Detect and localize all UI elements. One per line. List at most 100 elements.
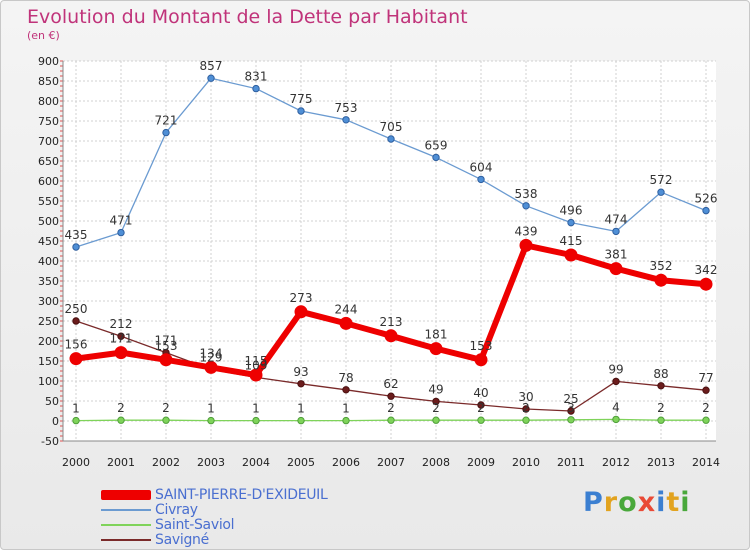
chart-title: Evolution du Montant de la Dette par Hab… bbox=[27, 6, 468, 28]
data-label-saint-pierre-d-exideuil: 213 bbox=[380, 315, 403, 329]
data-label-saint-pierre-d-exideuil: 273 bbox=[290, 291, 313, 305]
data-point-civray bbox=[702, 206, 710, 215]
data-point-savigne bbox=[387, 392, 395, 400]
data-label-saint-saviol: 2 bbox=[387, 401, 395, 415]
y-tick-label: 250 bbox=[38, 315, 59, 328]
data-label-saint-pierre-d-exideuil: 244 bbox=[335, 302, 358, 316]
x-tick-label: 2003 bbox=[197, 456, 225, 469]
plot-background bbox=[63, 61, 716, 441]
data-point-saint-pierre-d-exideuil bbox=[294, 305, 308, 319]
data-point-savigne bbox=[567, 407, 575, 415]
legend-item-civray: Civray bbox=[101, 501, 328, 518]
x-tick-label: 2011 bbox=[557, 456, 585, 469]
data-label-saint-pierre-d-exideuil: 415 bbox=[560, 234, 583, 248]
data-point-civray bbox=[117, 228, 125, 237]
logo-letter: i bbox=[680, 487, 691, 518]
x-tick-label: 2001 bbox=[107, 456, 135, 469]
data-point-saint-pierre-d-exideuil bbox=[114, 346, 128, 360]
data-point-saint-saviol bbox=[702, 416, 710, 424]
data-label-saint-saviol: 1 bbox=[342, 402, 350, 416]
data-point-saint-saviol bbox=[252, 416, 260, 425]
logo-letter: o bbox=[618, 487, 638, 518]
x-tick-label: 2012 bbox=[602, 456, 630, 469]
legend-swatch bbox=[101, 538, 151, 541]
data-point-savigne bbox=[477, 401, 485, 409]
data-label-savigne: 250 bbox=[65, 302, 88, 316]
data-point-savigne bbox=[657, 382, 665, 390]
data-label-saint-saviol: 2 bbox=[657, 401, 665, 415]
data-point-civray bbox=[612, 227, 620, 236]
legend-label: Savigné bbox=[155, 531, 209, 548]
data-point-savigne bbox=[117, 332, 125, 340]
y-tick-label: 400 bbox=[38, 255, 59, 268]
data-label-savigne: 78 bbox=[338, 371, 353, 385]
data-label-saint-pierre-d-exideuil: 171 bbox=[110, 332, 133, 346]
data-label-saint-saviol: 2 bbox=[117, 401, 125, 415]
data-label-savigne: 25 bbox=[563, 392, 578, 406]
data-label-civray: 471 bbox=[110, 214, 133, 228]
data-point-savigne bbox=[612, 377, 620, 386]
data-label-saint-saviol: 2 bbox=[162, 401, 170, 415]
data-point-savigne bbox=[342, 386, 350, 394]
data-label-savigne: 49 bbox=[428, 382, 443, 396]
y-tick-label: 450 bbox=[38, 235, 59, 248]
data-label-saint-pierre-d-exideuil: 134 bbox=[200, 346, 223, 360]
data-label-civray: 604 bbox=[470, 160, 493, 174]
data-label-saint-pierre-d-exideuil: 342 bbox=[695, 263, 718, 277]
data-point-saint-pierre-d-exideuil bbox=[699, 277, 713, 291]
data-point-civray bbox=[297, 107, 305, 115]
data-point-civray bbox=[207, 74, 215, 82]
y-tick-label: 50 bbox=[45, 395, 59, 408]
data-label-civray: 572 bbox=[650, 173, 673, 187]
y-tick-label: 650 bbox=[38, 155, 59, 168]
data-point-saint-pierre-d-exideuil bbox=[69, 352, 83, 366]
data-point-saint-saviol bbox=[432, 416, 440, 424]
legend-item-saint-saviol: Saint-Saviol bbox=[101, 517, 328, 533]
data-label-saint-saviol: 1 bbox=[297, 402, 305, 416]
data-point-saint-saviol bbox=[207, 416, 215, 425]
data-label-savigne: 212 bbox=[110, 317, 133, 331]
data-label-saint-saviol: 2 bbox=[522, 401, 530, 415]
data-point-saint-pierre-d-exideuil bbox=[609, 262, 623, 276]
data-label-savigne: 171 bbox=[155, 334, 178, 348]
data-point-saint-saviol bbox=[387, 416, 395, 424]
data-label-civray: 526 bbox=[695, 192, 718, 206]
logo-letter: r bbox=[603, 487, 619, 518]
data-label-saint-saviol: 1 bbox=[72, 402, 80, 416]
data-label-saint-pierre-d-exideuil: 153 bbox=[470, 339, 493, 353]
legend-item-saint-pierre: SAINT-PIERRE-D'EXIDEUIL bbox=[101, 487, 328, 503]
legend-label: Civray bbox=[155, 501, 198, 518]
data-point-savigne bbox=[72, 317, 80, 325]
y-tick-label: 800 bbox=[38, 95, 59, 108]
data-point-saint-pierre-d-exideuil bbox=[429, 342, 443, 356]
data-point-saint-pierre-d-exideuil bbox=[519, 238, 533, 252]
data-label-saint-pierre-d-exideuil: 352 bbox=[650, 259, 673, 273]
data-point-savigne bbox=[432, 397, 440, 406]
logo-letter: x bbox=[637, 487, 657, 518]
y-tick-label: 750 bbox=[38, 115, 59, 128]
data-label-saint-pierre-d-exideuil: 115 bbox=[245, 354, 268, 368]
data-label-savigne: 77 bbox=[698, 371, 713, 385]
logo-letter: P bbox=[583, 487, 604, 518]
y-tick-label: 150 bbox=[38, 355, 59, 368]
x-tick-label: 2010 bbox=[512, 456, 540, 469]
data-label-saint-saviol: 1 bbox=[207, 402, 215, 416]
data-point-saint-saviol bbox=[477, 416, 485, 424]
y-tick-label: -50 bbox=[41, 435, 59, 448]
data-label-savigne: 30 bbox=[518, 390, 533, 404]
legend-item-savigne: Savigné bbox=[101, 531, 328, 548]
data-label-savigne: 40 bbox=[473, 386, 488, 400]
data-label-savigne: 93 bbox=[293, 365, 308, 379]
data-point-saint-saviol bbox=[162, 416, 170, 424]
data-label-saint-saviol: 2 bbox=[702, 401, 710, 415]
data-point-civray bbox=[432, 153, 440, 162]
x-tick-label: 2014 bbox=[692, 456, 720, 469]
data-label-saint-saviol: 3 bbox=[567, 401, 575, 415]
data-point-saint-saviol bbox=[657, 416, 665, 424]
data-point-saint-saviol bbox=[297, 416, 305, 425]
data-point-civray bbox=[567, 218, 575, 227]
data-point-saint-pierre-d-exideuil bbox=[159, 353, 173, 367]
data-point-saint-saviol bbox=[117, 416, 125, 424]
data-point-saint-pierre-d-exideuil bbox=[249, 368, 263, 382]
